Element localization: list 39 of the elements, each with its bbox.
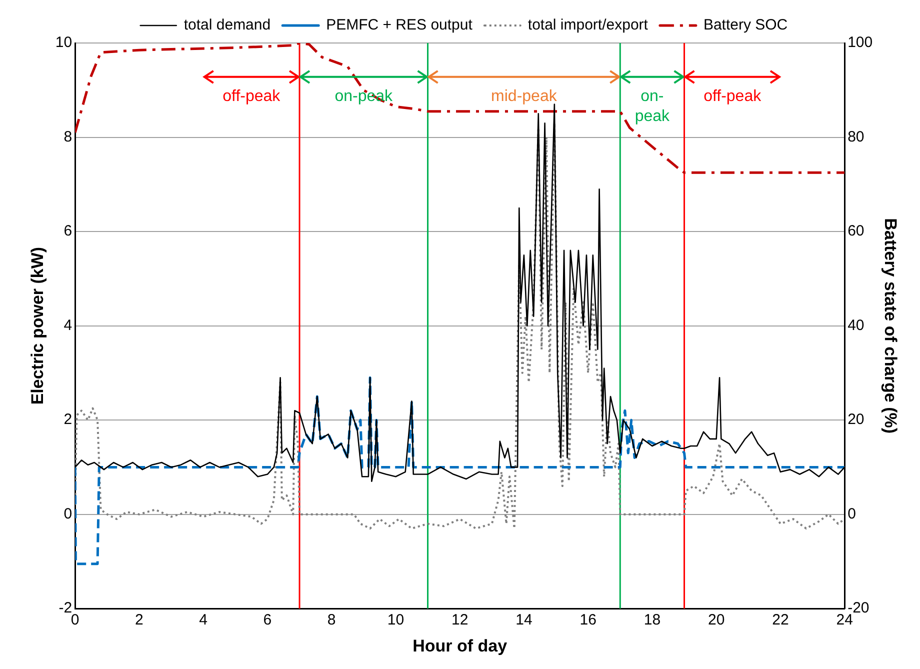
legend-label: total demand [184, 16, 271, 34]
x-tick-label: 8 [327, 612, 336, 629]
x-tick-label: 20 [708, 612, 725, 629]
y-tick-label: 0 [64, 505, 72, 522]
y2-tick-label: 40 [848, 316, 864, 334]
y2-tick-label: 100 [848, 34, 873, 52]
legend-label: PEMFC + RES output [326, 16, 474, 34]
annotation: mid-peak [491, 88, 558, 105]
y-tick-label: 6 [64, 222, 72, 240]
y2-tick-label: 80 [848, 128, 864, 146]
x-tick-label: 18 [644, 612, 661, 629]
y-tick-label: 10 [55, 34, 72, 52]
x-tick-label: 10 [387, 612, 404, 629]
x-tick-label: 2 [135, 612, 144, 629]
x-tick-label: 16 [580, 612, 596, 629]
x-axis-title: Hour of day [412, 636, 508, 656]
y-tick-label: 2 [64, 411, 72, 428]
legend-label: total import/export [528, 16, 649, 34]
line-series [75, 43, 845, 174]
y-tick-label: -2 [58, 600, 72, 617]
line-series [75, 376, 845, 566]
x-tick-label: 24 [836, 612, 853, 629]
y2-tick-label: 0 [848, 505, 856, 522]
annotation: on-peak [334, 88, 394, 105]
y-tick-label: 4 [64, 316, 72, 334]
x-tick-label: 14 [516, 612, 532, 629]
x-tick-label: 6 [263, 612, 272, 629]
x-tick-label: 12 [451, 612, 468, 629]
y2-tick-label: 60 [848, 222, 864, 240]
annotation: off-peak [222, 88, 282, 105]
y-tick-label: 8 [64, 128, 72, 146]
y2-axis-title: Battery state of charge (%) [881, 218, 900, 434]
legend-label: Battery SOC [703, 16, 788, 34]
annotation: on-peak [634, 88, 671, 125]
y2-tick-label: 20 [848, 411, 864, 428]
x-tick-label: 4 [199, 612, 208, 629]
x-tick-label: 22 [772, 612, 789, 629]
annotation: off-peak [704, 88, 762, 105]
y-axis-title: Electric power (kW) [28, 246, 47, 405]
